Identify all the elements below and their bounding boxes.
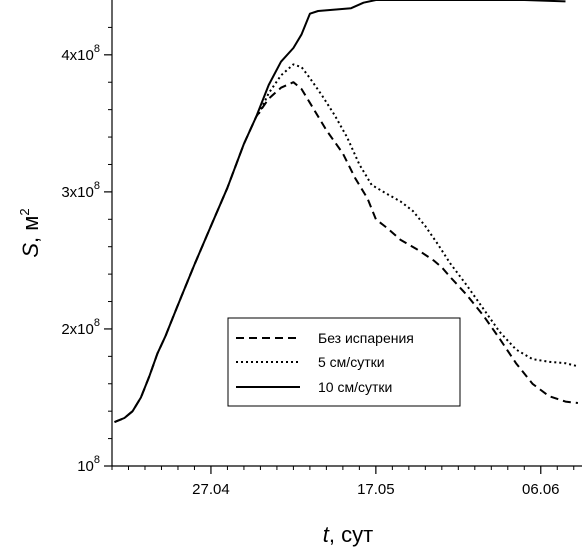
y-tick-label: 2x108 — [61, 317, 100, 338]
axes — [111, 0, 582, 467]
legend-label-0: Без испарения — [318, 330, 414, 346]
y-tick-label: 108 — [77, 454, 100, 475]
legend: Без испарения 5 см/сутки 10 см/сутки — [227, 317, 461, 407]
x-axis-title: t, сут — [323, 522, 373, 547]
y-tick-label: 4x108 — [61, 43, 100, 64]
legend-label-2: 10 см/сутки — [318, 379, 392, 395]
y-tick-label: 3x108 — [61, 180, 100, 201]
series-layer — [114, 0, 579, 424]
series-line-2 — [114, 0, 566, 424]
x-axis-ticks: 27.04 17.05 06.06 — [111, 466, 575, 498]
x-tick-label: 06.06 — [522, 481, 560, 498]
y-axis-ticks: 108 2x108 3x108 4x108 — [61, 26, 112, 475]
y-axis-title: S, м2 — [17, 208, 43, 257]
series-line-1 — [257, 63, 577, 367]
x-tick-label: 17.05 — [357, 481, 395, 498]
legend-label-1: 5 см/сутки — [318, 354, 385, 370]
legend-entries: Без испарения 5 см/сутки 10 см/сутки — [236, 330, 414, 395]
x-tick-label: 27.04 — [192, 481, 230, 498]
